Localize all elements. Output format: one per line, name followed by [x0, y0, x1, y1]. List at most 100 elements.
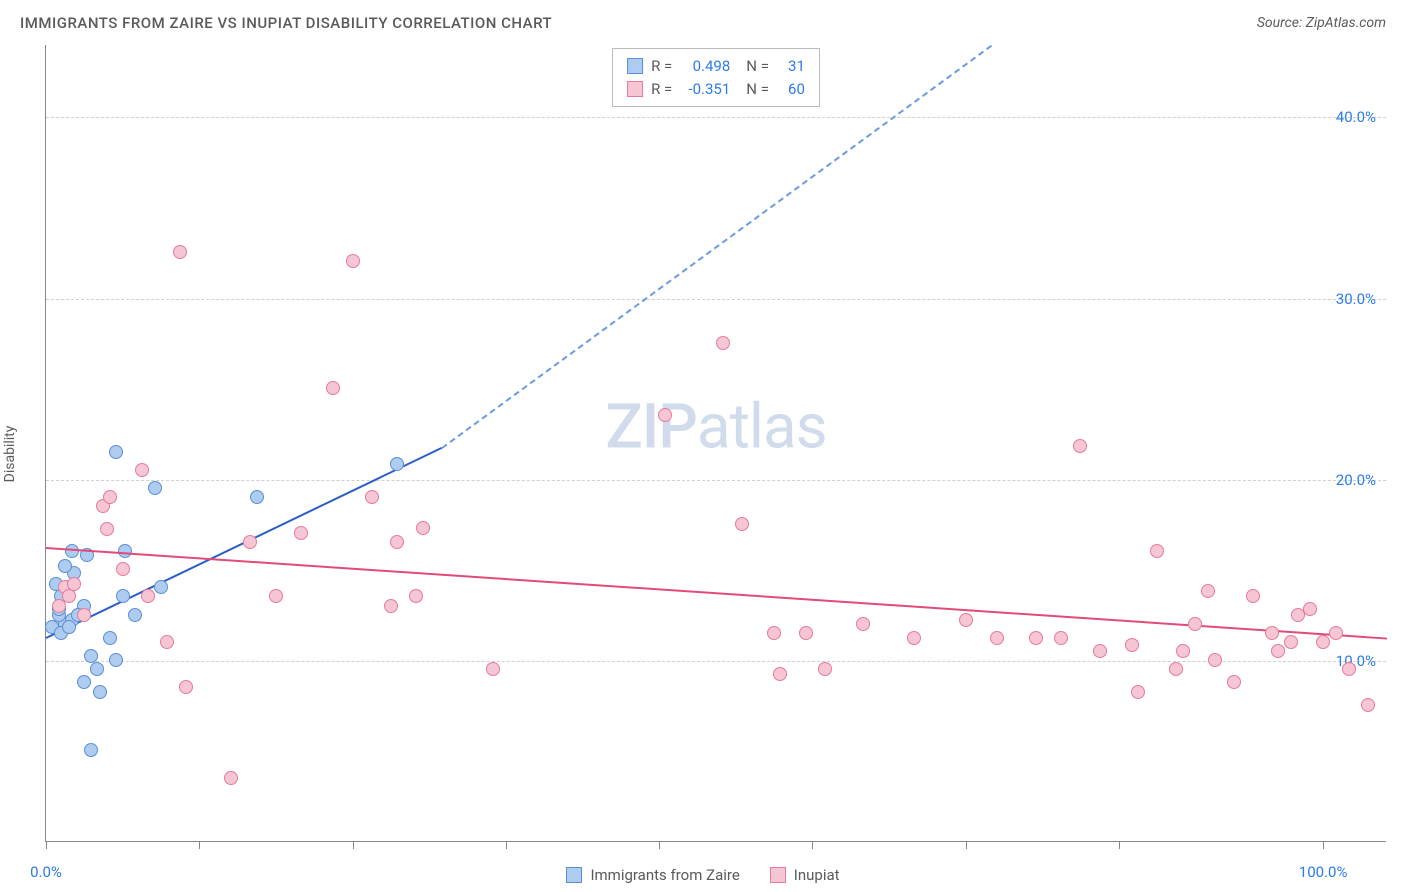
data-point [173, 245, 187, 259]
chart-title: IMMIGRANTS FROM ZAIRE VS INUPIAT DISABIL… [20, 14, 552, 32]
data-point [148, 481, 162, 495]
data-point [658, 408, 672, 422]
n-label: N = [746, 78, 769, 101]
data-point [390, 535, 404, 549]
data-point [1201, 584, 1215, 598]
y-axis-label: Disability [2, 426, 18, 483]
data-point [141, 589, 155, 603]
x-tick [506, 841, 507, 849]
data-point [486, 662, 500, 676]
data-point [1029, 631, 1043, 645]
data-point [128, 608, 142, 622]
data-point [77, 608, 91, 622]
data-point [135, 463, 149, 477]
data-point [116, 562, 130, 576]
stats-box: R =0.498N =31R =-0.351N =60 [612, 48, 820, 107]
x-tick [812, 841, 813, 849]
data-point [154, 580, 168, 594]
gridline [46, 480, 1386, 481]
data-point [243, 535, 257, 549]
data-point [799, 626, 813, 640]
data-point [1125, 638, 1139, 652]
data-point [1073, 439, 1087, 453]
data-point [767, 626, 781, 640]
stats-row: R =0.498N =31 [627, 55, 805, 78]
data-point [103, 631, 117, 645]
data-point [1176, 644, 1190, 658]
plot-area: ZIPatlas R =0.498N =31R =-0.351N =60 10.… [45, 45, 1386, 842]
data-point [1303, 602, 1317, 616]
data-point [1342, 662, 1356, 676]
r-label: R = [651, 78, 672, 101]
data-point [384, 599, 398, 613]
data-point [773, 667, 787, 681]
data-point [90, 662, 104, 676]
x-tick [46, 841, 47, 849]
data-point [1271, 644, 1285, 658]
legend-label: Immigrants from Zaire [590, 866, 739, 884]
data-point [990, 631, 1004, 645]
r-value: -0.351 [680, 78, 730, 101]
n-value: 31 [777, 55, 805, 78]
data-point [65, 544, 79, 558]
data-point [224, 771, 238, 785]
data-point [1131, 685, 1145, 699]
data-point [109, 445, 123, 459]
data-point [735, 517, 749, 531]
data-point [390, 457, 404, 471]
chart-header: IMMIGRANTS FROM ZAIRE VS INUPIAT DISABIL… [0, 0, 1406, 38]
chart-source: Source: ZipAtlas.com [1257, 15, 1386, 31]
data-point [326, 381, 340, 395]
data-point [62, 620, 76, 634]
r-label: R = [651, 55, 672, 78]
stats-row: R =-0.351N =60 [627, 78, 805, 101]
data-point [818, 662, 832, 676]
data-point [294, 526, 308, 540]
data-point [716, 336, 730, 350]
data-point [346, 254, 360, 268]
y-tick-label: 20.0% [1336, 471, 1376, 489]
x-tick [1119, 841, 1120, 849]
data-point [1329, 626, 1343, 640]
legend-label: Inupiat [794, 866, 840, 884]
data-point [109, 653, 123, 667]
data-point [93, 685, 107, 699]
legend-swatch [566, 867, 582, 883]
series-swatch [627, 81, 643, 97]
legend-swatch [770, 867, 786, 883]
y-tick-label: 40.0% [1336, 108, 1376, 126]
r-value: 0.498 [680, 55, 730, 78]
data-point [100, 522, 114, 536]
data-point [84, 743, 98, 757]
data-point [856, 617, 870, 631]
data-point [58, 559, 72, 573]
data-point [907, 631, 921, 645]
x-tick [353, 841, 354, 849]
data-point [1227, 675, 1241, 689]
data-point [1246, 589, 1260, 603]
x-tick [659, 841, 660, 849]
data-point [250, 490, 264, 504]
data-point [365, 490, 379, 504]
data-point [416, 521, 430, 535]
data-point [62, 589, 76, 603]
data-point [1208, 653, 1222, 667]
data-point [409, 589, 423, 603]
series-swatch [627, 58, 643, 74]
chart-legend: Immigrants from Zaire Inupiat [0, 866, 1406, 884]
data-point [179, 680, 193, 694]
trend-line [46, 547, 1387, 640]
data-point [160, 635, 174, 649]
data-point [1284, 635, 1298, 649]
data-point [1188, 617, 1202, 631]
gridline [46, 117, 1386, 118]
gridline [46, 299, 1386, 300]
data-point [1265, 626, 1279, 640]
data-point [1169, 662, 1183, 676]
x-tick [199, 841, 200, 849]
data-point [269, 589, 283, 603]
data-point [1054, 631, 1068, 645]
legend-item: Immigrants from Zaire [566, 866, 739, 884]
data-point [77, 675, 91, 689]
legend-item: Inupiat [770, 866, 840, 884]
